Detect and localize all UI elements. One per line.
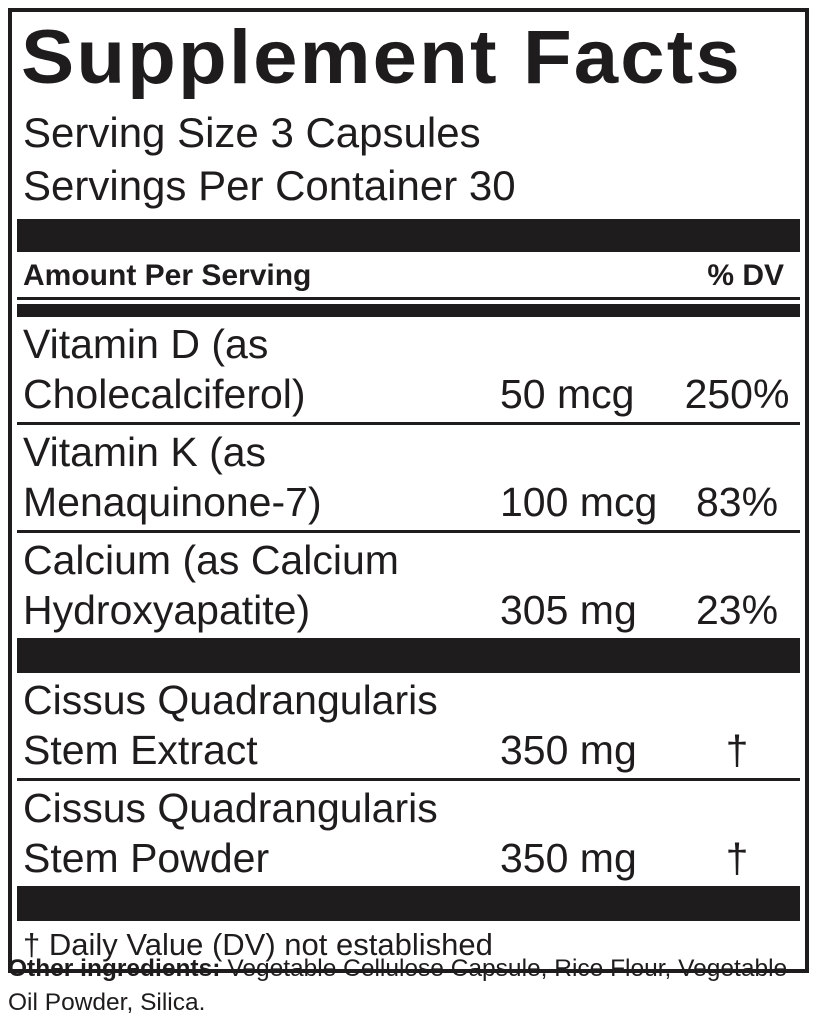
nutrient-amount: 50 mcg <box>500 371 635 417</box>
nutrient-row-calcium: Calcium (as Calcium Hydroxyapatite) 305 … <box>17 533 800 638</box>
nutrient-name: Calcium (as Calcium Hydroxyapatite) <box>23 537 399 633</box>
nutrient-name: Vitamin D (as Cholecalciferol) <box>23 321 306 417</box>
other-ingredients-label: Other ingredients: <box>8 955 221 982</box>
nutrient-amount: 305 mg <box>500 587 637 633</box>
divider-bar-bottom <box>17 886 800 921</box>
compound-amount: 350 mg <box>500 727 637 773</box>
servings-per-container-line: Servings Per Container 30 <box>23 162 516 209</box>
nutrient-amount: 100 mcg <box>500 479 658 525</box>
other-ingredients-paragraph: Other ingredients: Vegetable Cellulose Ca… <box>8 952 808 1020</box>
compound-name: Cissus Quadrangularis Stem Extract <box>23 677 438 773</box>
nutrient-dv: 83% <box>695 479 779 525</box>
nutrient-row-vitamin-d: Vitamin D (as Cholecalciferol) 50 mcg 25… <box>17 317 800 425</box>
divider-bar-mid <box>17 638 800 673</box>
compound-name: Cissus Quadrangularis Stem Powder <box>23 785 438 881</box>
supplement-facts-panel: Supplement Facts Serving Size 3 Capsules… <box>8 8 809 973</box>
compound-row-stem-powder: Cissus Quadrangularis Stem Powder 350 mg… <box>17 781 800 886</box>
column-header-row: Amount Per Serving % DV <box>17 252 800 297</box>
amount-per-serving-header: Amount Per Serving <box>23 259 312 292</box>
nutrient-dv: 250% <box>684 371 790 417</box>
serving-size-line: Serving Size 3 Capsules <box>23 109 481 156</box>
panel-title: Supplement Facts <box>21 15 742 100</box>
nutrient-name: Vitamin K (as Menaquinone-7) <box>23 429 322 525</box>
compound-dv-dagger: † <box>725 727 749 773</box>
compound-amount: 350 mg <box>500 835 637 881</box>
divider-bar-under-header <box>17 304 800 317</box>
compound-row-stem-extract: Cissus Quadrangularis Stem Extract 350 m… <box>17 673 800 781</box>
nutrient-dv: 23% <box>695 587 779 633</box>
other-ingredients-text: Vegetable Cellulose Capsule, Rice Flour,… <box>8 955 788 1016</box>
header-rule <box>17 297 800 300</box>
nutrient-row-vitamin-k: Vitamin K (as Menaquinone-7) 100 mcg 83% <box>17 425 800 533</box>
compound-dv-dagger: † <box>725 835 749 881</box>
percent-dv-header: % DV <box>707 259 784 292</box>
divider-bar-top <box>17 219 800 252</box>
daily-value-footnote: † Daily Value (DV) not established <box>23 927 493 962</box>
